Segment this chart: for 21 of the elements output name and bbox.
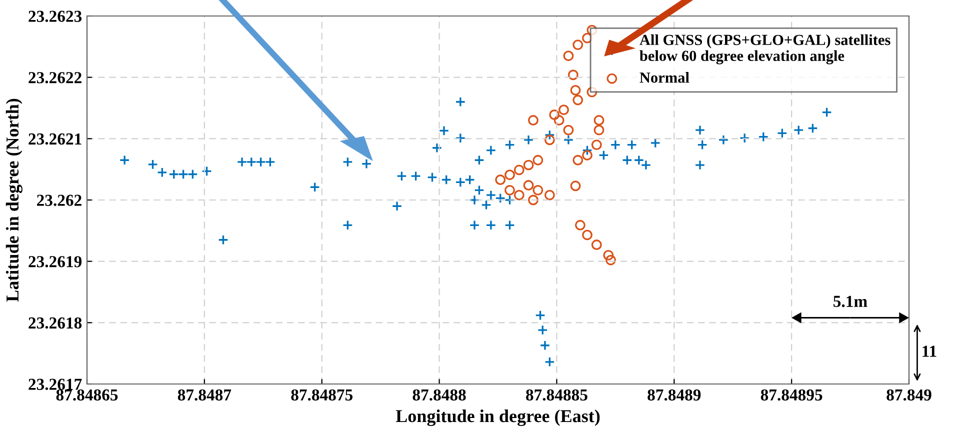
y-tick-label: 23.2618 bbox=[28, 317, 82, 329]
y-tick-label: 23.2622 bbox=[28, 72, 82, 84]
x-tick-label: 87.8488 bbox=[412, 389, 466, 401]
x-tick-label: 87.8487 bbox=[178, 389, 232, 401]
annotation: 5.1m bbox=[834, 296, 868, 308]
text: 11 bbox=[922, 346, 936, 357]
y-tick-label: 23.262 bbox=[37, 194, 82, 206]
y-tick-label: 23.2621 bbox=[28, 133, 82, 145]
x-axis-title: Longitude in degree (East) bbox=[396, 410, 600, 426]
x-tick-label: 87.84875 bbox=[291, 389, 352, 401]
y-tick-label: 23.2619 bbox=[28, 256, 82, 268]
x-tick-label: 87.84895 bbox=[760, 389, 822, 401]
y-axis-title: Latitude in degree (North) bbox=[6, 98, 22, 302]
y-tick-label: 23.2623 bbox=[28, 10, 82, 22]
legend-label: Normal bbox=[640, 72, 690, 83]
x-tick-label: 87.84885 bbox=[526, 389, 588, 401]
x-tick-label: 87.84865 bbox=[56, 389, 118, 401]
x-tick-label: 87.8489 bbox=[648, 389, 701, 401]
x-tick-label: 87.849 bbox=[886, 389, 932, 401]
legend-label: All GNSS (GPS+GLO+GAL) satellites below 60 degree elevation angle bbox=[640, 34, 890, 64]
y-tick-label: 23.2617 bbox=[28, 378, 82, 390]
